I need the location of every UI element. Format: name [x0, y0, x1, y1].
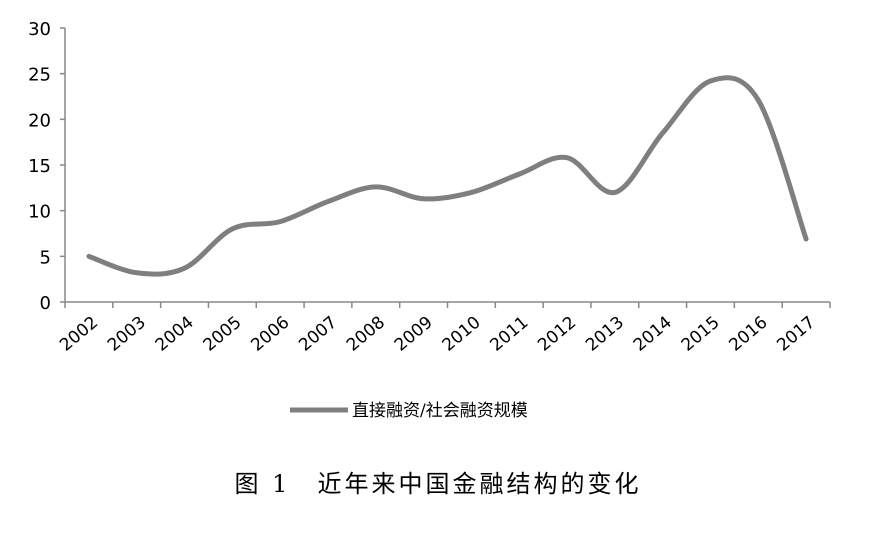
x-tick-label: 2007 [295, 313, 341, 356]
caption: 图 1 近年来中国金融结构的变化 [235, 470, 642, 498]
y-tick-label: 20 [28, 110, 51, 131]
y-tick-label: 0 [40, 293, 51, 314]
x-tick-label: 2011 [486, 313, 532, 356]
y-tick-label: 15 [28, 156, 51, 177]
x-tick-label: 2016 [725, 313, 771, 356]
x-tick-label: 2008 [343, 313, 389, 356]
x-tick-label: 2009 [391, 313, 437, 356]
legend-label: 直接融资/社会融资规模 [352, 401, 528, 421]
x-tick-label: 2010 [439, 313, 485, 356]
y-tick-label: 5 [40, 247, 51, 268]
x-tick-label: 2006 [247, 313, 293, 356]
x-tick-label: 2014 [630, 313, 676, 356]
data-line [86, 75, 809, 277]
y-tick-label: 30 [28, 19, 51, 40]
y-tick-label: 10 [28, 202, 51, 223]
x-tick-label: 2013 [582, 313, 628, 356]
x-tick-label: 2015 [678, 313, 724, 356]
x-tick-label: 2003 [104, 313, 150, 356]
x-tick-label: 2002 [56, 313, 102, 356]
x-tick-label: 2005 [200, 313, 246, 356]
x-tick-label: 2004 [152, 313, 198, 356]
x-tick-label: 2012 [534, 313, 580, 356]
x-tick-label: 2017 [773, 313, 819, 356]
y-tick-label: 25 [28, 65, 51, 86]
